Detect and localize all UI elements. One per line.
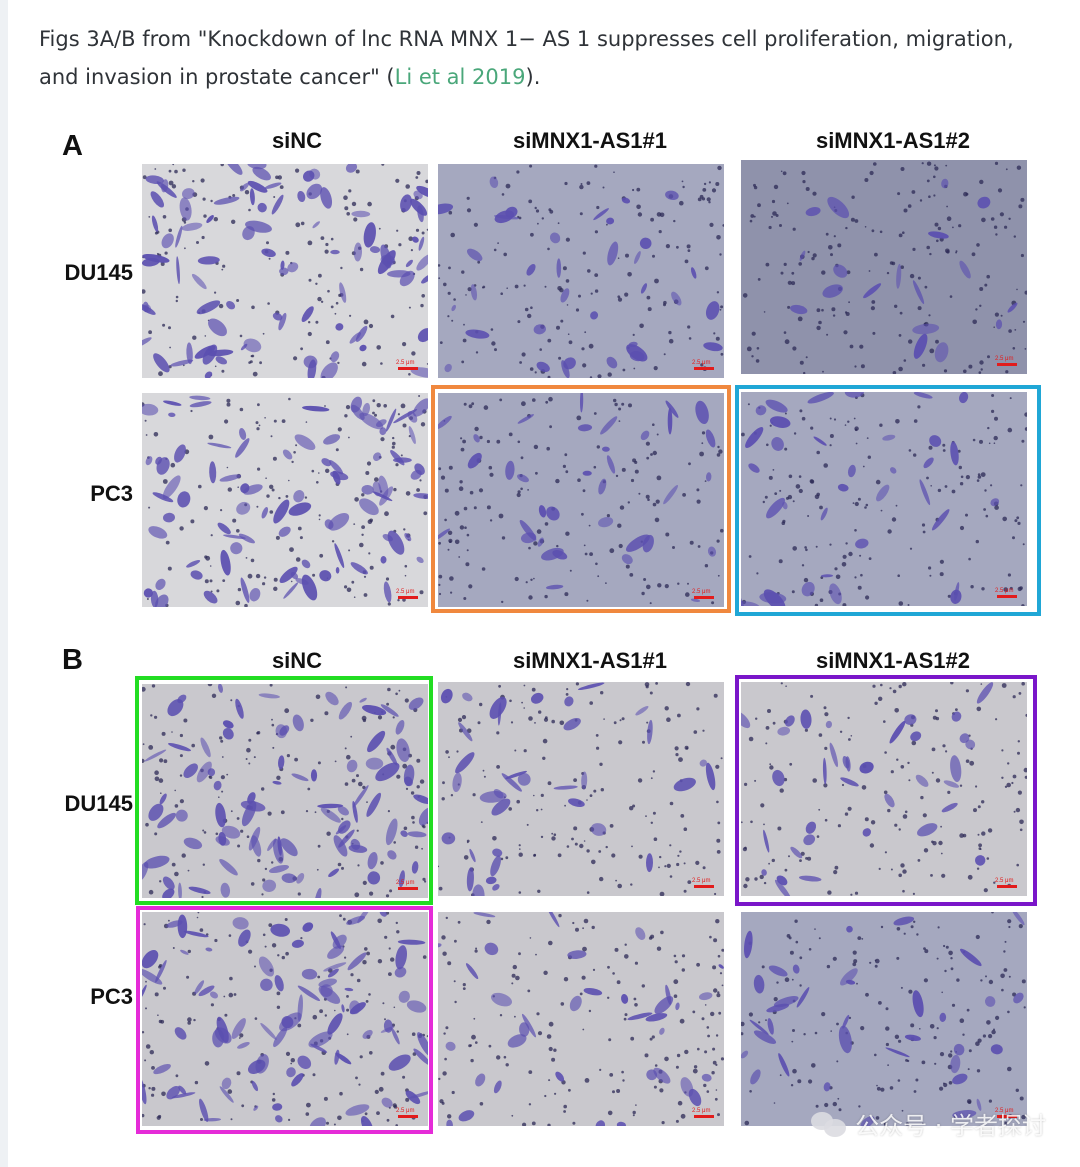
caption-text-end: ). xyxy=(525,65,541,89)
cell-stain-pattern xyxy=(142,912,428,1126)
scale-bar: 2.5 μm xyxy=(396,876,418,890)
row-head-du145: DU145 xyxy=(64,260,133,285)
micrograph-a-du145-simnx1-1: 2.5 μm xyxy=(438,164,724,378)
scale-bar: 2.5 μm xyxy=(396,356,418,370)
scale-bar: 2.5 μm xyxy=(692,1104,714,1118)
scale-bar: 2.5 μm xyxy=(995,352,1017,366)
col-head-simnx1-1: siMNX1-AS1#1 xyxy=(512,128,668,153)
scale-bar: 2.5 μm xyxy=(396,585,418,599)
micrograph-b-du145-simnx1-2: 2.5 μm xyxy=(741,682,1027,896)
row-head-b-pc3: PC3 xyxy=(90,984,133,1009)
cell-stain-pattern xyxy=(438,164,724,378)
left-rule xyxy=(0,0,8,1167)
cell-stain-pattern xyxy=(438,393,724,605)
col-head-b-sinc: siNC xyxy=(271,648,323,673)
micrograph-a-pc3-simnx1-1: 2.5 μm xyxy=(438,393,724,607)
cell-stain-pattern xyxy=(142,395,428,607)
scale-bar: 2.5 μm xyxy=(396,1104,418,1118)
col-head-sinc: siNC xyxy=(271,128,323,153)
watermark: 公众号 · 学者探讨 xyxy=(811,1106,1046,1141)
cell-stain-pattern xyxy=(741,912,1027,1126)
wechat-icon xyxy=(811,1110,847,1138)
cell-stain-pattern xyxy=(438,682,723,896)
micrograph-b-du145-sinc: 2.5 μm xyxy=(142,684,428,898)
scale-bar: 2.5 μm xyxy=(995,1104,1017,1118)
micrograph-b-pc3-sinc: 2.5 μm xyxy=(142,912,428,1126)
panel-letter-a: A xyxy=(62,130,83,162)
col-head-simnx1-2: siMNX1-AS1#2 xyxy=(815,128,971,153)
panel-letter-b: B xyxy=(62,644,83,676)
scale-bar: 2.5 μm xyxy=(995,584,1017,598)
cell-stain-pattern xyxy=(142,164,428,378)
figure-caption: Figs 3A/B from "Knockdown of lnc RNA MNX… xyxy=(39,20,1039,96)
scale-bar: 2.5 μm xyxy=(692,874,714,888)
micrograph-a-pc3-sinc: 2.5 μm xyxy=(142,393,428,607)
row-head-pc3: PC3 xyxy=(90,481,133,506)
cell-stain-pattern xyxy=(142,684,428,898)
watermark-text: 公众号 · 学者探讨 xyxy=(855,1112,1046,1140)
col-head-b-simnx1-2: siMNX1-AS1#2 xyxy=(815,648,971,673)
cell-stain-pattern xyxy=(742,161,1027,374)
micrograph-b-pc3-simnx1-1: 2.5 μm xyxy=(438,912,724,1126)
caption-text: Figs 3A/B from "Knockdown of lnc RNA MNX… xyxy=(39,27,1014,89)
micrograph-b-pc3-simnx1-2: 2.5 μm xyxy=(741,912,1027,1126)
cell-stain-pattern xyxy=(438,912,724,1126)
cell-stain-pattern xyxy=(741,682,1027,896)
row-head-b-du145: DU145 xyxy=(64,791,133,816)
micrograph-a-du145-simnx1-2: 2.5 μm xyxy=(741,160,1027,374)
scale-bar: 2.5 μm xyxy=(692,356,714,370)
col-head-b-simnx1-1: siMNX1-AS1#1 xyxy=(512,648,668,673)
micrograph-b-du145-simnx1-1: 2.5 μm xyxy=(438,682,724,896)
citation-link[interactable]: Li et al 2019 xyxy=(394,65,526,89)
figure-3ab: A siNC siMNX1-AS1#1 siMNX1-AS1#2 DU145 P… xyxy=(50,118,1050,1158)
micrograph-a-pc3-simnx1-2: 2.5 μm xyxy=(741,392,1027,606)
scale-bar: 2.5 μm xyxy=(995,874,1017,888)
scale-bar: 2.5 μm xyxy=(692,585,714,599)
cell-stain-pattern xyxy=(741,392,1027,606)
micrograph-a-du145-sinc: 2.5 μm xyxy=(142,164,428,378)
